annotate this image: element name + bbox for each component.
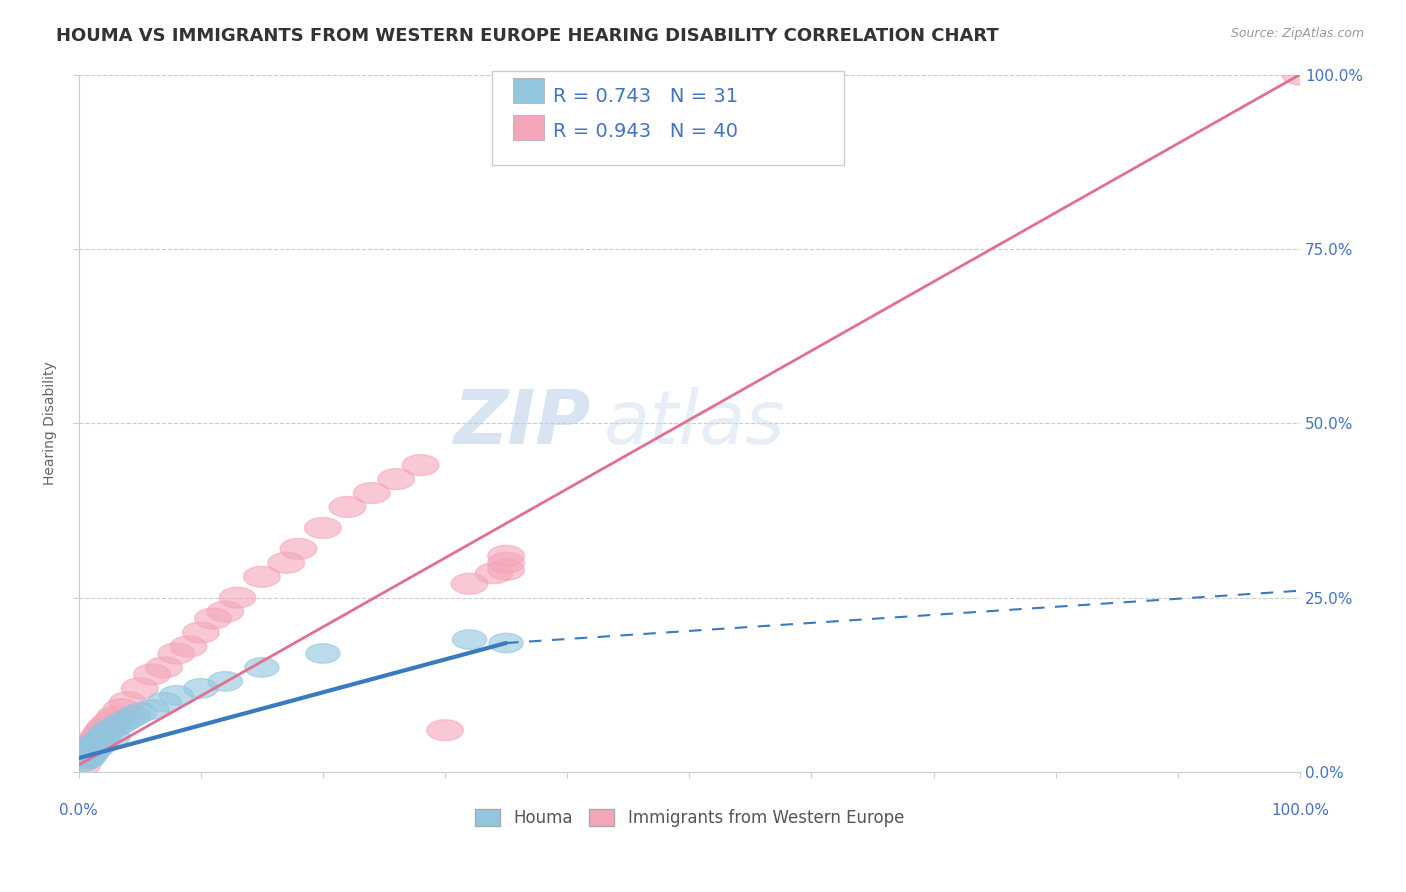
Text: 0.0%: 0.0% — [59, 803, 98, 818]
Ellipse shape — [66, 747, 103, 769]
Ellipse shape — [83, 734, 118, 754]
Ellipse shape — [80, 738, 114, 757]
Ellipse shape — [87, 716, 124, 737]
Ellipse shape — [73, 741, 107, 761]
Ellipse shape — [135, 699, 169, 719]
Ellipse shape — [82, 731, 115, 750]
Ellipse shape — [122, 703, 157, 723]
Ellipse shape — [427, 720, 464, 740]
Ellipse shape — [489, 633, 523, 653]
Ellipse shape — [104, 714, 139, 733]
Ellipse shape — [402, 455, 439, 475]
Ellipse shape — [488, 545, 524, 566]
Ellipse shape — [207, 601, 243, 622]
Ellipse shape — [103, 698, 139, 720]
Ellipse shape — [453, 630, 486, 649]
Ellipse shape — [70, 740, 107, 762]
Ellipse shape — [77, 734, 111, 754]
Ellipse shape — [488, 552, 524, 574]
Ellipse shape — [269, 552, 305, 574]
Text: 100.0%: 100.0% — [1271, 803, 1329, 818]
Text: HOUMA VS IMMIGRANTS FROM WESTERN EUROPE HEARING DISABILITY CORRELATION CHART: HOUMA VS IMMIGRANTS FROM WESTERN EUROPE … — [56, 27, 1000, 45]
Ellipse shape — [77, 731, 114, 751]
Ellipse shape — [84, 720, 121, 740]
Ellipse shape — [305, 517, 342, 539]
Ellipse shape — [451, 574, 488, 594]
Ellipse shape — [70, 745, 104, 764]
Ellipse shape — [91, 713, 128, 734]
Text: R = 0.943   N = 40: R = 0.943 N = 40 — [553, 122, 738, 141]
Ellipse shape — [378, 468, 415, 490]
Ellipse shape — [65, 755, 101, 775]
Ellipse shape — [75, 734, 111, 755]
Ellipse shape — [219, 587, 256, 608]
Ellipse shape — [73, 737, 110, 758]
Ellipse shape — [86, 727, 120, 747]
Ellipse shape — [159, 686, 194, 705]
Ellipse shape — [121, 678, 157, 698]
Ellipse shape — [170, 636, 207, 657]
Ellipse shape — [69, 750, 103, 769]
Ellipse shape — [72, 748, 105, 768]
Ellipse shape — [353, 483, 389, 503]
Text: Source: ZipAtlas.com: Source: ZipAtlas.com — [1230, 27, 1364, 40]
Ellipse shape — [146, 657, 183, 678]
Legend: Houma, Immigrants from Western Europe: Houma, Immigrants from Western Europe — [468, 802, 911, 833]
Ellipse shape — [73, 745, 108, 764]
Ellipse shape — [157, 643, 194, 664]
Ellipse shape — [134, 664, 170, 685]
Ellipse shape — [111, 710, 145, 730]
Ellipse shape — [94, 709, 131, 731]
Ellipse shape — [329, 497, 366, 517]
Ellipse shape — [80, 727, 117, 747]
Ellipse shape — [110, 692, 146, 713]
Ellipse shape — [184, 679, 218, 698]
Ellipse shape — [76, 741, 111, 761]
Ellipse shape — [67, 748, 101, 768]
Ellipse shape — [183, 622, 219, 643]
Text: atlas: atlas — [603, 387, 785, 459]
Ellipse shape — [245, 657, 278, 677]
Ellipse shape — [91, 721, 127, 740]
Text: R = 0.743   N = 31: R = 0.743 N = 31 — [553, 87, 738, 105]
Ellipse shape — [96, 727, 129, 747]
Ellipse shape — [475, 563, 512, 583]
Y-axis label: Hearing Disability: Hearing Disability — [44, 361, 58, 485]
Ellipse shape — [148, 692, 181, 712]
Ellipse shape — [280, 539, 316, 559]
Ellipse shape — [194, 608, 232, 629]
Ellipse shape — [1282, 64, 1319, 85]
Ellipse shape — [243, 566, 280, 587]
Ellipse shape — [69, 744, 105, 765]
Text: ZIP: ZIP — [454, 387, 592, 459]
Ellipse shape — [98, 717, 132, 737]
Ellipse shape — [307, 644, 340, 664]
Ellipse shape — [97, 706, 134, 727]
Ellipse shape — [75, 738, 110, 757]
Ellipse shape — [65, 752, 100, 772]
Ellipse shape — [117, 706, 150, 726]
Ellipse shape — [83, 723, 120, 744]
Ellipse shape — [488, 559, 524, 580]
Ellipse shape — [89, 724, 122, 743]
Ellipse shape — [208, 672, 242, 691]
